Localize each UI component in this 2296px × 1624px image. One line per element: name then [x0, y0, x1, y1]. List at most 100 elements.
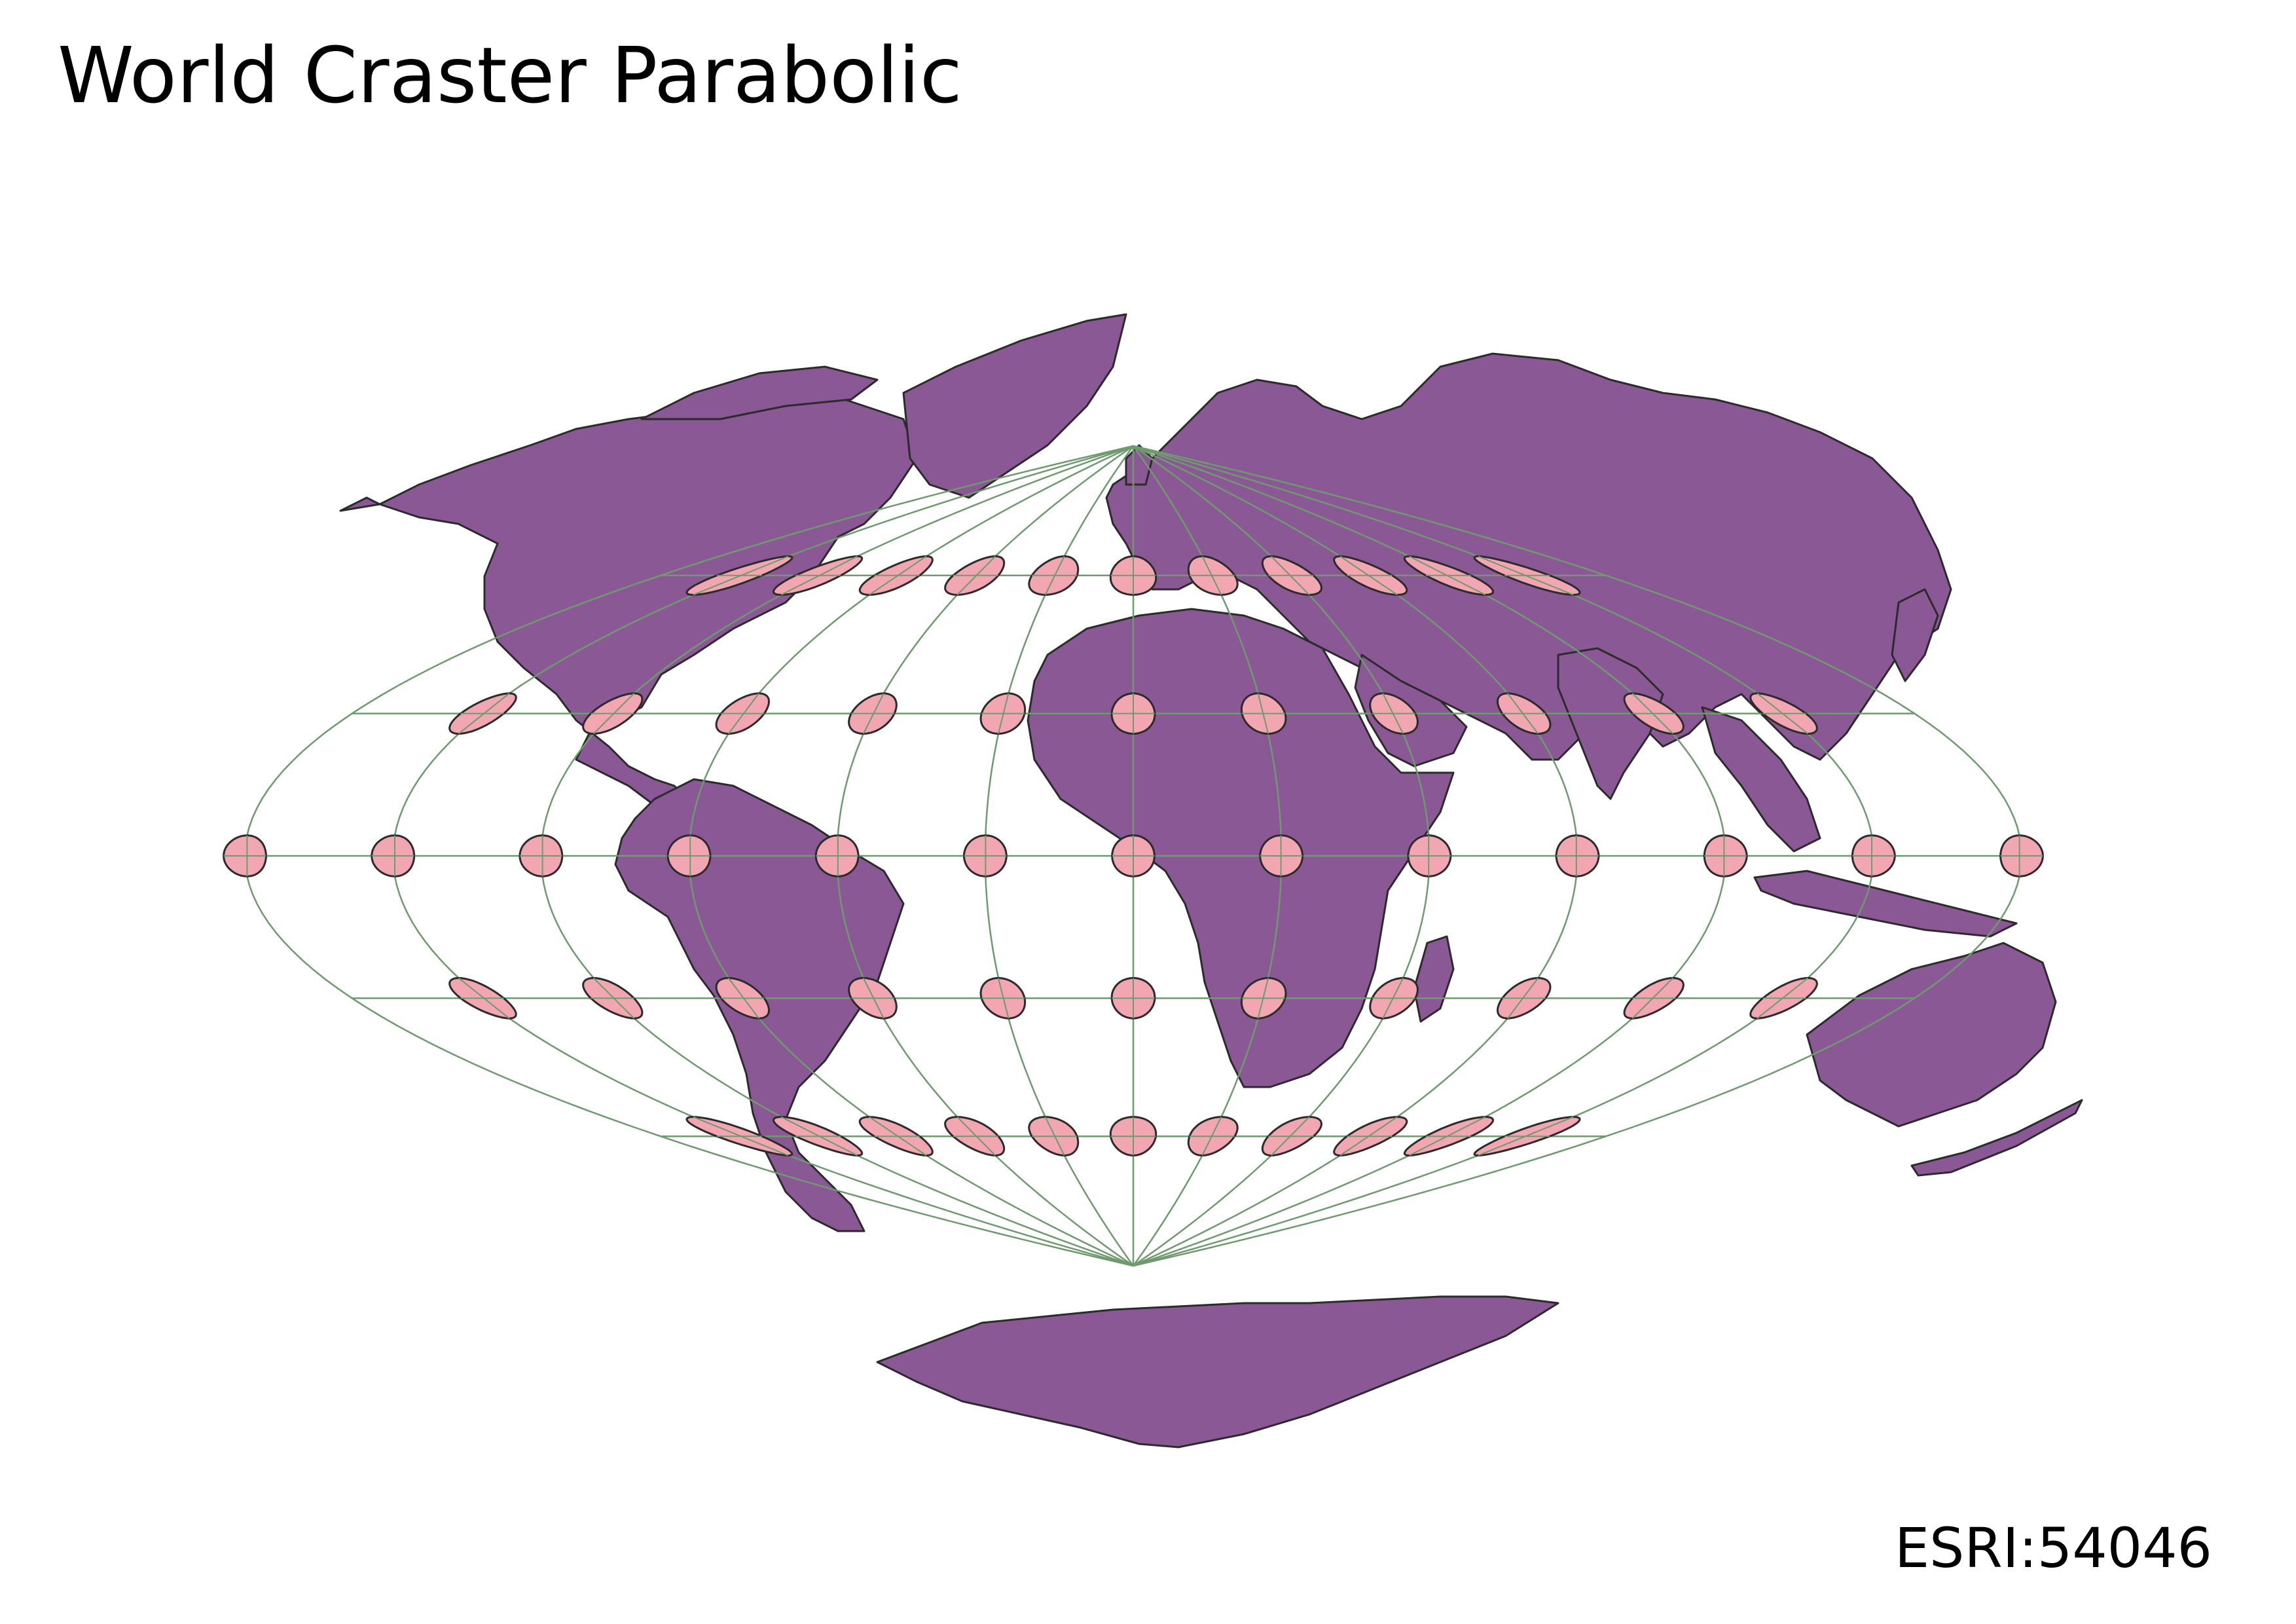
indicatrix-cross: [1112, 693, 1155, 734]
indicatrix-cross: [816, 835, 859, 877]
tissot-indicatrix: [1240, 976, 1287, 1020]
tissot-indicatrix: [944, 555, 1006, 596]
tissot-indicatrix: [1109, 1116, 1157, 1157]
indicatrix-cross: [1631, 693, 1676, 735]
tissot-indicatrix: [773, 555, 864, 596]
indicatrix-cross: [1478, 1116, 1574, 1156]
landmass-eurasia: [1105, 352, 1952, 761]
tissot-indicatrix: [1261, 1116, 1322, 1157]
indicatrix-cross: [591, 693, 635, 735]
tissot-indicatrix: [1187, 1116, 1239, 1157]
tissot-indicatrix: [1109, 555, 1157, 596]
landmass-southeast-asia: [1701, 706, 1821, 853]
indicatrix-cross: [1852, 835, 1895, 877]
tissot-indicatrix: [715, 976, 771, 1020]
landmass-antarctica: [876, 1295, 1559, 1449]
tissot-indicatrix: [1851, 834, 1896, 877]
indicatrix-cross: [1268, 555, 1314, 596]
tissot-indicatrix: [1473, 555, 1581, 596]
landmass-japan: [1891, 588, 1939, 682]
indicatrix-cross: [2000, 835, 2043, 877]
indicatrix-cross: [1112, 835, 1155, 877]
indicatrix-cross: [1242, 693, 1285, 734]
tissot-indicatrix: [371, 834, 416, 877]
indicatrix-cross: [953, 1116, 998, 1156]
tissot-indicatrix: [979, 976, 1027, 1020]
indicatrix-cross: [1112, 978, 1155, 1019]
landmass-new-zealand: [1910, 1099, 2083, 1177]
tissot-indicatrix: [858, 1116, 934, 1157]
indicatrix-cross: [721, 977, 765, 1019]
tissot-indicatrix: [1261, 555, 1322, 596]
indicatrix-cross: [1110, 1116, 1156, 1156]
tissot-indicatrix: [448, 692, 517, 735]
indicatrix-cross: [1268, 1116, 1314, 1156]
indicatrix-cross: [458, 693, 510, 735]
indicatrix-cross: [780, 555, 858, 596]
indicatrix-cross: [1189, 556, 1235, 595]
tissot-indicatrix: [1999, 834, 2044, 877]
tissot-indicatrix: [1473, 1116, 1581, 1157]
landmass-arctic-islands: [640, 365, 879, 420]
tissot-indicatrix: [1187, 555, 1239, 596]
landmass-greenland: [902, 313, 1127, 499]
indicatrix-cross: [1757, 977, 1809, 1019]
tissot-indicatrix: [979, 692, 1027, 735]
tissot-indicatrix: [1623, 976, 1685, 1020]
landmass-australia: [1806, 942, 2057, 1128]
indicatrix-cross: [458, 977, 510, 1019]
indicatrix-cross: [981, 693, 1025, 734]
crs-code-label: ESRI:54046: [1894, 1516, 2212, 1580]
tissot-indicatrix: [582, 976, 644, 1020]
tissot-indicatrix: [448, 976, 517, 1020]
indicatrix-cross: [371, 835, 414, 877]
tissot-indicatrix: [1110, 692, 1156, 735]
indicatrix-cross: [1408, 835, 1451, 877]
map-title: World Craster Parabolic: [58, 30, 962, 120]
indicatrix-cross: [1110, 556, 1156, 595]
indicatrix-cross: [964, 835, 1007, 877]
indicatrix-cross: [1339, 555, 1398, 596]
tissot-indicatrix: [1333, 1116, 1408, 1157]
tissot-indicatrix: [1496, 976, 1552, 1020]
landmass-indonesia: [1753, 870, 2018, 938]
tissot-indicatrix: [1496, 692, 1552, 735]
indicatrix-cross: [1631, 977, 1676, 1019]
tissot-indicatrix: [773, 1116, 864, 1157]
tissot-indicatrix: [685, 555, 793, 596]
tissot-indicatrix: [962, 834, 1008, 877]
tissot-indicatrix: [1623, 692, 1685, 735]
tissot-indicatrix: [1028, 555, 1080, 596]
indicatrix-cross: [953, 555, 998, 596]
landmass-madagascar: [1413, 935, 1455, 1023]
indicatrix-cross: [693, 555, 789, 596]
tissot-indicatrix: [1369, 692, 1419, 735]
tissot-indicatrix: [1403, 1116, 1494, 1157]
tissot-indicatrix: [1403, 555, 1494, 596]
indicatrix-cross: [1409, 1116, 1486, 1156]
landmass-india: [1557, 647, 1664, 800]
indicatrix-cross: [851, 978, 895, 1019]
tissot-indicatrix: [848, 976, 898, 1020]
indicatrix-cross: [1757, 693, 1809, 735]
landmass-alaska-tip: [339, 496, 381, 512]
tissot-indicatrices: [223, 555, 2044, 1157]
tissot-indicatrix: [944, 1116, 1006, 1157]
tissot-indicatrix: [582, 692, 644, 735]
indicatrix-cross: [1478, 555, 1574, 596]
indicatrix-cross: [693, 1116, 789, 1156]
indicatrix-cross: [1189, 1116, 1235, 1156]
tissot-indicatrix: [223, 834, 267, 877]
tissot-indicatrix: [1407, 834, 1452, 877]
indicatrix-cross: [223, 835, 266, 877]
indicatrix-cross: [869, 1116, 927, 1156]
tissot-indicatrix: [858, 555, 934, 596]
tissot-indicatrix: [1259, 834, 1304, 877]
tissot-indicatrix: [685, 1116, 793, 1157]
indicatrix-cross: [668, 835, 710, 877]
indicatrix-cross: [1704, 835, 1747, 877]
landmass-north-america: [378, 392, 918, 813]
indicatrix-cross: [1032, 1116, 1078, 1156]
tissot-indicatrix: [1240, 692, 1287, 735]
